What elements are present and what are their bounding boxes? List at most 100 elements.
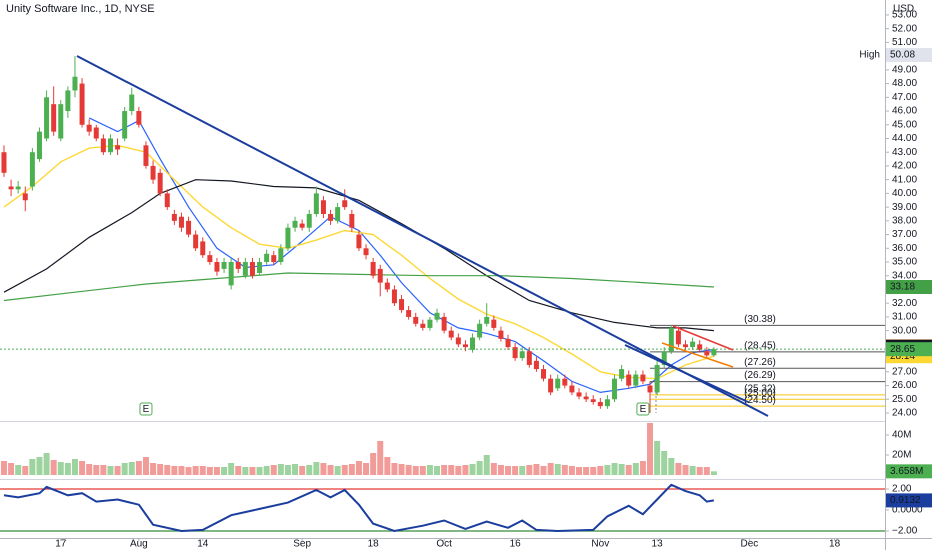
candle-body — [65, 90, 71, 112]
candle-body — [462, 344, 468, 348]
candle-body — [541, 369, 547, 379]
candle-body — [1, 152, 7, 173]
oscillator-tick-label: −2.00 — [892, 526, 918, 537]
candle-body — [675, 330, 681, 345]
candle-body — [576, 392, 582, 397]
candle-body — [491, 319, 497, 328]
volume-bar — [370, 453, 377, 475]
earnings-icon — [139, 402, 153, 416]
flag-line — [661, 342, 734, 368]
candle-body — [22, 193, 28, 201]
candle-body — [214, 262, 220, 272]
volume-bar — [249, 467, 256, 475]
candle-body — [122, 111, 128, 139]
volume-bar — [547, 463, 554, 475]
candle-body — [697, 344, 703, 350]
volume-bar — [320, 463, 327, 475]
candle-body — [519, 351, 525, 359]
volume-bar — [157, 464, 164, 475]
volume-bar — [178, 466, 185, 475]
volume-bar — [128, 462, 135, 475]
x-tick-label: 16 — [510, 539, 522, 550]
volume-bar — [668, 458, 675, 475]
candle-body — [512, 347, 518, 359]
y-tick-label: 30.00 — [892, 325, 917, 336]
candle-body — [228, 262, 234, 286]
candle-body — [335, 207, 341, 221]
candle-body — [100, 138, 106, 153]
x-tick-label: 14 — [197, 539, 209, 550]
candle-body — [590, 399, 596, 403]
candle-body — [115, 145, 121, 150]
candle-body — [264, 253, 270, 263]
volume-bar — [661, 451, 668, 475]
volume-bar — [206, 467, 213, 475]
volume-bar — [568, 466, 575, 475]
x-tick-label: 18 — [829, 539, 841, 550]
volume-bar — [412, 466, 419, 475]
volume-bar — [221, 467, 228, 475]
candle-body — [406, 310, 412, 317]
candle-body — [711, 349, 717, 356]
volume-bar — [689, 466, 696, 475]
y-tick-label: 42.00 — [892, 161, 917, 172]
y-tick-label: 53.00 — [892, 10, 917, 21]
candle-body — [633, 374, 639, 386]
volume-bar — [334, 466, 341, 475]
candle-body — [150, 165, 156, 180]
candle-body — [285, 227, 291, 249]
volume-bar — [505, 466, 512, 475]
candle-body — [470, 337, 476, 350]
candle-body — [683, 344, 689, 348]
volume-bar — [71, 459, 78, 475]
y-tick-label: 46.00 — [892, 106, 917, 117]
volume-bar — [604, 465, 611, 475]
high-label: High — [859, 50, 880, 61]
volume-bar — [710, 471, 717, 475]
volume-bar — [377, 441, 384, 475]
level-label: (26.29) — [744, 370, 776, 381]
candle-body — [299, 223, 305, 228]
candle-body — [292, 220, 298, 228]
earnings-icon — [636, 402, 650, 416]
candle-body — [413, 316, 419, 324]
earnings-label: E — [143, 404, 150, 415]
candle-body — [548, 378, 554, 393]
candle-body — [44, 97, 50, 139]
candle-body — [420, 323, 426, 328]
volume-bar — [497, 465, 504, 475]
volume-bar — [36, 457, 43, 475]
volume-bar — [29, 459, 36, 475]
volume-bar — [313, 462, 320, 475]
volume-bar — [270, 465, 277, 475]
candle-body — [597, 402, 603, 407]
volume-bar — [86, 464, 93, 475]
volume-bar — [490, 463, 497, 475]
candle-body — [441, 316, 447, 331]
candle-body — [661, 351, 667, 365]
candle-body — [498, 330, 504, 339]
volume-bar — [8, 463, 15, 475]
candle-body — [178, 216, 184, 228]
volume-bar — [405, 465, 412, 475]
volume-bar — [263, 466, 270, 475]
currency: USD — [893, 4, 914, 15]
axis-label-box — [886, 342, 932, 357]
volume-bar — [434, 466, 441, 475]
flag-line — [672, 325, 734, 351]
volume-bar — [306, 465, 313, 475]
volume-tick-label: 20M — [892, 450, 911, 461]
candle-body — [562, 378, 568, 386]
volume-bar — [441, 465, 448, 475]
volume-bar — [43, 453, 50, 475]
y-tick-label: 41.00 — [892, 174, 917, 185]
volume-bar — [135, 461, 142, 475]
volume-bar — [150, 463, 157, 475]
volume-bar — [675, 463, 682, 475]
y-tick-label: 27.00 — [892, 366, 917, 377]
axis-label: 3.658M — [890, 466, 923, 477]
volume-bar — [228, 463, 235, 475]
volume-bar — [192, 466, 199, 475]
